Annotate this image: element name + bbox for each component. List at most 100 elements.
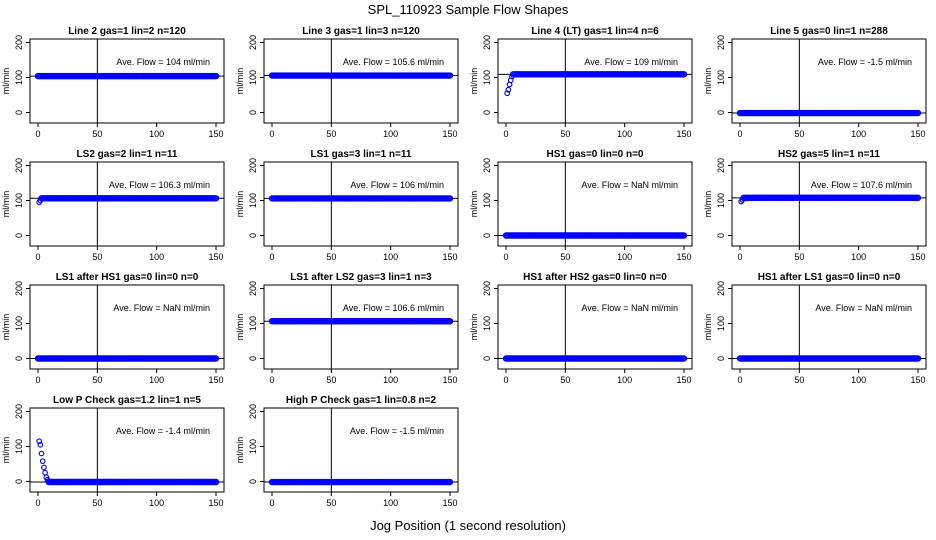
panel-9: LS1 after HS1 gas=0 lin=0 n=0 ml/min 0 100 2… — [1, 272, 225, 385]
x-tick-label: 100 — [383, 252, 398, 262]
x-tick-label: 0 — [737, 129, 742, 139]
panel-title: Line 4 (LT) gas=1 lin=4 n=6 — [531, 26, 659, 37]
series-points — [738, 194, 922, 205]
plot-frame — [731, 38, 927, 124]
y-axis-label: ml/min — [235, 437, 245, 464]
y-tick-label: 200 — [14, 404, 24, 419]
panel-title: HS1 after HS2 gas=0 lin=0 n=0 — [523, 272, 667, 283]
page-title: SPL_110923 Sample Flow Shapes — [367, 2, 569, 17]
y-tick-label: 0 — [716, 356, 726, 361]
data-point — [446, 317, 454, 325]
x-tick-label: 150 — [910, 129, 925, 139]
data-point — [680, 355, 688, 362]
panel-title: LS1 after LS2 gas=3 lin=1 n=3 — [290, 272, 432, 283]
x-tick-label: 100 — [851, 252, 866, 262]
y-tick-label: 100 — [716, 70, 726, 85]
y-tick-label: 200 — [14, 281, 24, 296]
y-axis-label: ml/min — [469, 68, 479, 95]
y-tick-label: 200 — [482, 158, 492, 173]
x-tick-label: 0 — [503, 375, 508, 385]
average-flow-annotation: Ave. Flow = 106.3 ml/min — [109, 180, 210, 190]
y-tick-label: 200 — [482, 35, 492, 50]
panel-12: HS1 after LS1 gas=0 lin=0 n=0 ml/min 0 100 2… — [703, 272, 927, 385]
x-tick-label: 0 — [737, 252, 742, 262]
y-tick-label: 0 — [482, 356, 492, 361]
plot-frame — [29, 38, 225, 124]
x-tick-label: 0 — [503, 252, 508, 262]
average-flow-annotation: Ave. Flow = NaN ml/min — [581, 303, 678, 313]
y-tick-label: 0 — [482, 233, 492, 238]
y-axis-label: ml/min — [235, 314, 245, 341]
panel-title: Low P Check gas=1.2 lin=1 n=5 — [53, 395, 201, 406]
x-tick-label: 50 — [326, 252, 336, 262]
data-point — [42, 469, 48, 476]
x-tick-label: 0 — [35, 252, 40, 262]
panel-7: HS1 gas=0 lin=0 n=0 ml/min 0 100 200 0 50 100 15… — [469, 149, 693, 262]
panel-title: HS1 after LS1 gas=0 lin=0 n=0 — [758, 272, 901, 283]
y-tick-label: 200 — [248, 404, 258, 419]
y-tick-label: 0 — [14, 479, 24, 484]
y-tick-label: 100 — [14, 70, 24, 85]
panel-6: LS1 gas=3 lin=1 n=11 ml/min 0 100 200 0 50 100 1… — [235, 149, 459, 262]
y-tick-label: 100 — [482, 70, 492, 85]
average-flow-annotation: Ave. Flow = 105.6 ml/min — [343, 57, 444, 67]
data-point — [37, 441, 44, 448]
average-flow-annotation: Ave. Flow = 106.6 ml/min — [343, 303, 444, 313]
y-tick-label: 0 — [14, 233, 24, 238]
panel-title: Line 5 gas=0 lin=1 n=288 — [770, 26, 888, 37]
data-point — [41, 464, 47, 471]
x-tick-label: 150 — [910, 252, 925, 262]
y-tick-label: 0 — [248, 110, 258, 115]
x-tick-label: 50 — [92, 252, 102, 262]
y-axis-label: ml/min — [703, 314, 713, 341]
x-tick-label: 100 — [383, 129, 398, 139]
x-tick-label: 100 — [851, 129, 866, 139]
series-points — [268, 72, 454, 79]
x-tick-label: 100 — [617, 252, 632, 262]
x-tick-label: 0 — [503, 129, 508, 139]
plot-frame — [263, 38, 459, 124]
y-tick-label: 100 — [248, 316, 258, 331]
plot-frame — [29, 161, 225, 247]
y-axis-label: ml/min — [235, 68, 245, 95]
panel-11: HS1 after HS2 gas=0 lin=0 n=0 ml/min 0 100 2… — [469, 272, 693, 385]
x-tick-label: 0 — [269, 375, 274, 385]
data-point — [38, 450, 45, 457]
x-tick-label: 0 — [269, 498, 274, 508]
x-tick-label: 100 — [383, 498, 398, 508]
y-axis-label: ml/min — [469, 191, 479, 218]
y-tick-label: 0 — [482, 110, 492, 115]
y-axis-label: ml/min — [703, 68, 713, 95]
y-tick-label: 100 — [482, 316, 492, 331]
series-points — [36, 438, 220, 486]
series-points — [36, 195, 220, 206]
series-points — [34, 72, 220, 80]
y-tick-label: 0 — [248, 233, 258, 238]
y-tick-label: 0 — [248, 356, 258, 361]
plot-frame — [731, 284, 927, 370]
data-point — [504, 90, 511, 97]
panel-1: Line 2 gas=1 lin=2 n=120 ml/min 0 100 200 0 50… — [1, 26, 225, 139]
y-tick-label: 200 — [14, 35, 24, 50]
x-tick-label: 50 — [794, 129, 804, 139]
y-axis-label: ml/min — [235, 191, 245, 218]
panel-title: HS2 gas=5 lin=1 n=11 — [778, 149, 880, 160]
average-flow-annotation: Ave. Flow = NaN ml/min — [815, 303, 912, 313]
x-tick-label: 0 — [269, 129, 274, 139]
panel-title: High P Check gas=1 lin=0.8 n=2 — [286, 395, 437, 406]
plot-frame — [731, 161, 927, 247]
series-points — [34, 355, 220, 362]
average-flow-annotation: Ave. Flow = 107.6 ml/min — [811, 180, 912, 190]
y-tick-label: 200 — [716, 158, 726, 173]
y-axis-label: ml/min — [1, 314, 11, 341]
y-axis-label: ml/min — [1, 191, 11, 218]
average-flow-annotation: Ave. Flow = NaN ml/min — [113, 303, 210, 313]
y-tick-label: 200 — [716, 281, 726, 296]
y-tick-label: 100 — [248, 439, 258, 454]
data-point — [914, 194, 922, 202]
panel-10: LS1 after LS2 gas=3 lin=1 n=3 ml/min 0 100 2… — [235, 272, 459, 385]
y-tick-label: 100 — [248, 193, 258, 208]
x-tick-label: 150 — [442, 375, 457, 385]
y-tick-label: 100 — [716, 316, 726, 331]
